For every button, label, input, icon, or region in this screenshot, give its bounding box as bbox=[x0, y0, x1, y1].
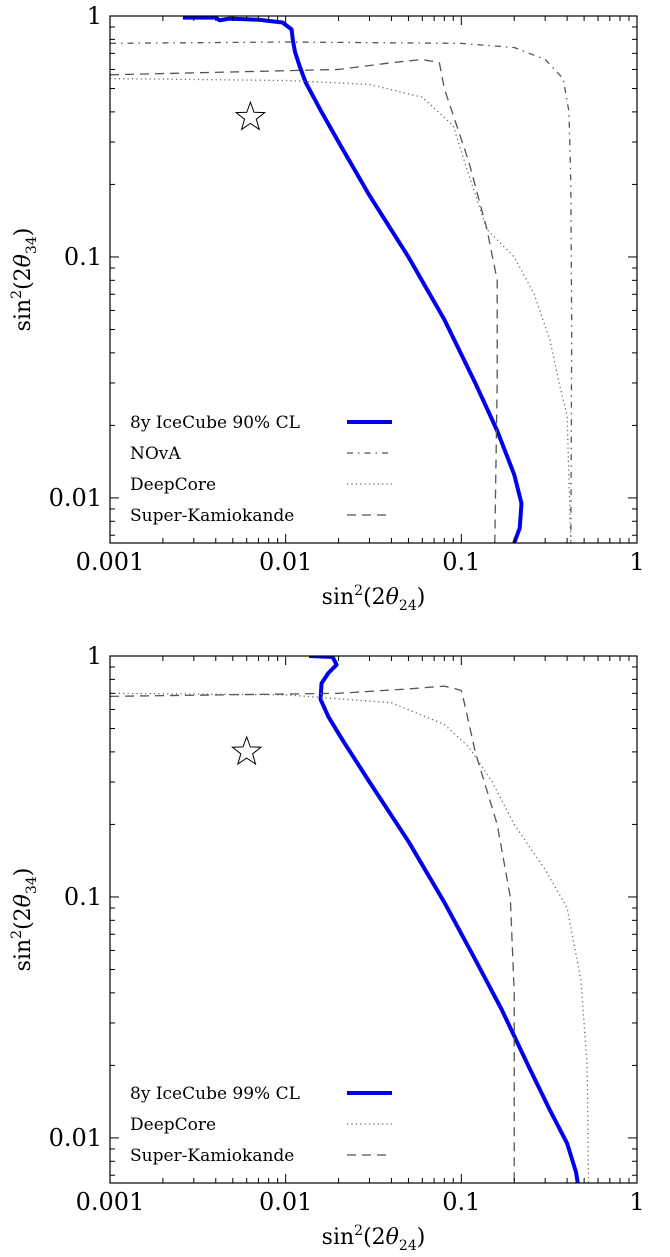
axis-ticks bbox=[110, 16, 637, 543]
y-tick-label: 0.01 bbox=[49, 1124, 102, 1152]
legend: 8y IceCube 99% CL DeepCore Super-Kamiokand… bbox=[130, 1084, 392, 1166]
plot-frame bbox=[110, 16, 637, 543]
chart-panel-top: 0.001 0.01 0.1 1 0.01 0.1 1 sin2(2θ24) sin2(2θ34… bbox=[9, 2, 645, 614]
x-tick-label: 1 bbox=[629, 548, 644, 576]
series-line-deepcore bbox=[110, 693, 589, 1183]
y-tick-label: 0.1 bbox=[64, 883, 102, 911]
series-line-8y-icecube-99-cl bbox=[309, 656, 578, 1183]
star-marker bbox=[232, 737, 261, 764]
star-marker bbox=[236, 102, 265, 129]
chart-panel-bottom: 0.001 0.01 0.1 1 0.01 0.1 1 sin2(2θ24) sin2(2θ34… bbox=[9, 642, 645, 1254]
x-axis-label: sin2(2θ24) bbox=[322, 1223, 426, 1254]
legend-entry-label: Super-Kamiokande bbox=[130, 1146, 294, 1166]
legend-entry-label: NOvA bbox=[130, 444, 181, 464]
x-tick-label: 0.1 bbox=[442, 1188, 480, 1216]
y-tick-label: 0.1 bbox=[64, 243, 102, 271]
x-tick-label: 0.001 bbox=[76, 1188, 145, 1216]
series-line-super-kamiokande bbox=[110, 59, 497, 543]
legend-entry-label: 8y IceCube 99% CL bbox=[130, 1084, 300, 1104]
legend-entry-label: Super-Kamiokande bbox=[130, 506, 294, 526]
y-tick-label: 1 bbox=[87, 642, 102, 670]
legend: 8y IceCube 90% CL NOvA DeepCore Super-Kamio… bbox=[130, 413, 392, 526]
x-tick-label: 0.01 bbox=[259, 1188, 312, 1216]
y-axis-label: sin2(2θ34) bbox=[9, 228, 40, 332]
legend-entry-label: DeepCore bbox=[130, 475, 216, 495]
series-line-8y-icecube-90-cl bbox=[183, 18, 522, 543]
series-line-super-kamiokande bbox=[110, 686, 514, 1183]
legend-entry-label: DeepCore bbox=[130, 1115, 216, 1135]
x-tick-label: 1 bbox=[629, 1188, 644, 1216]
y-tick-label: 1 bbox=[87, 2, 102, 30]
y-tick-label: 0.01 bbox=[49, 484, 102, 512]
x-axis-label: sin2(2θ24) bbox=[322, 583, 426, 614]
x-tick-label: 0.1 bbox=[442, 548, 480, 576]
x-tick-label: 0.01 bbox=[259, 548, 312, 576]
y-axis-label: sin2(2θ34) bbox=[9, 868, 40, 972]
x-tick-label: 0.001 bbox=[76, 548, 145, 576]
series-line-nova bbox=[110, 42, 572, 543]
legend-entry-label: 8y IceCube 90% CL bbox=[130, 413, 300, 433]
